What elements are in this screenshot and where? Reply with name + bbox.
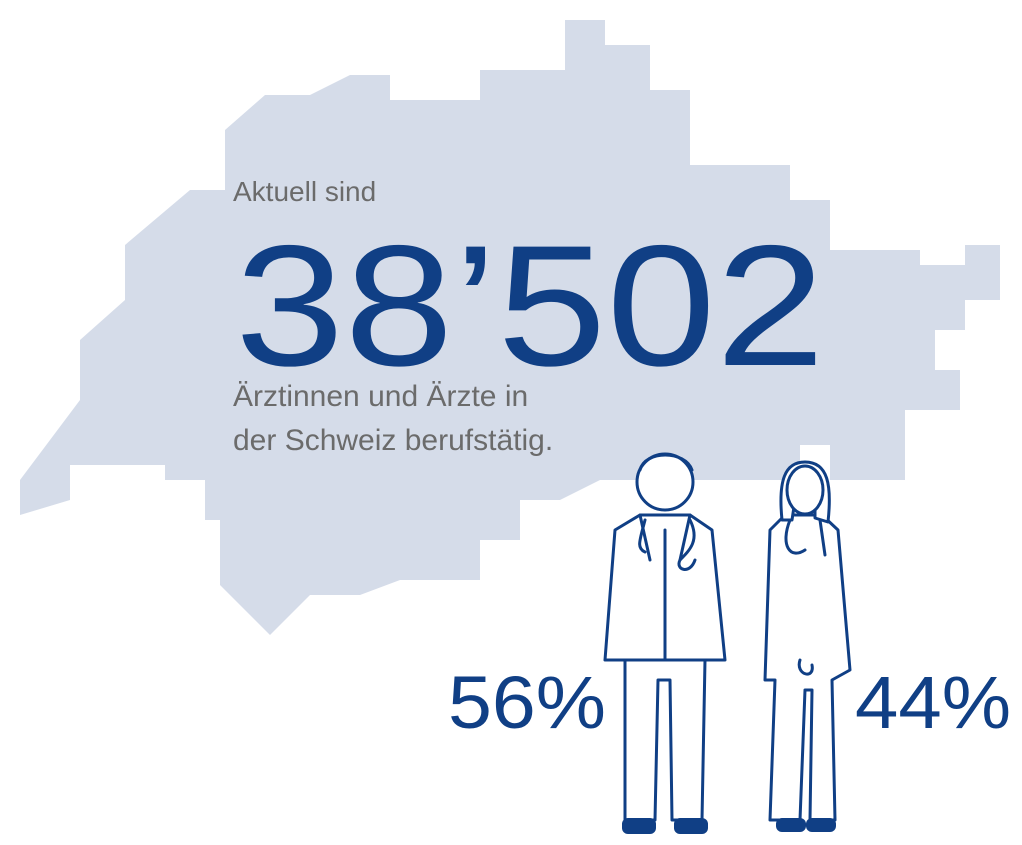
male-share: 56% <box>448 661 606 744</box>
headline-number: 38’502 <box>235 210 825 402</box>
female-doctor-icon <box>763 460 852 832</box>
shoe <box>622 818 656 834</box>
male-doctor-icon <box>603 452 727 834</box>
shoe <box>674 818 708 834</box>
shoe <box>776 818 806 832</box>
caption-line: Ärztinnen und Ärzte in <box>233 380 528 413</box>
switzerland-map <box>20 20 1000 635</box>
female-share: 44% <box>855 661 1011 744</box>
caption-line: der Schweiz berufstätig. <box>233 424 553 457</box>
shoe <box>806 818 836 832</box>
intro-text: Aktuell sind <box>233 176 376 207</box>
